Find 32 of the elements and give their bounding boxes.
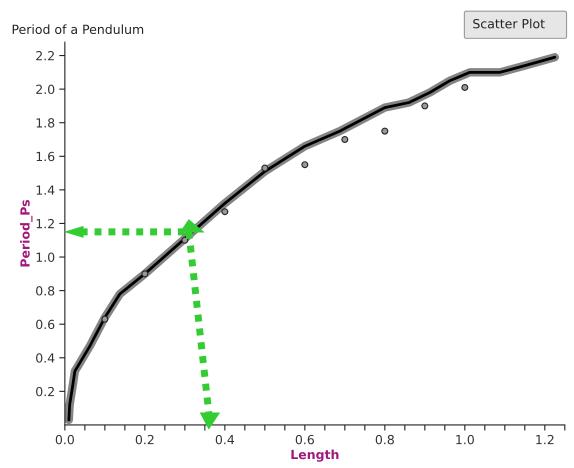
point — [421, 102, 428, 110]
text: Scatter Plot — [473, 18, 545, 28]
y-tick-label: 0.6 — [36, 320, 54, 330]
point — [141, 270, 148, 278]
y-tick-label: 2.2 — [36, 51, 54, 60]
x-tick-label: 0.6 — [296, 434, 314, 444]
x-axis-title: Length — [291, 450, 338, 462]
x-tick-label: 0.4 — [216, 434, 234, 444]
x-tick-label: 1.2 — [536, 434, 554, 444]
y-tick-label: 1.2 — [36, 218, 54, 228]
point — [381, 128, 388, 135]
y-tick-label: 2.0 — [36, 84, 54, 94]
y-tick-label: 1.0 — [36, 252, 54, 262]
point — [301, 161, 308, 168]
y-tick-label: 1.6 — [36, 152, 54, 162]
point — [341, 136, 348, 144]
point — [261, 164, 268, 172]
chart-title: Period of a Pendulum — [12, 24, 144, 34]
x-tick-label: 0.0 — [56, 434, 74, 444]
x-tick-label: 1.0 — [456, 434, 474, 444]
y-tick-label: 0.8 — [36, 286, 54, 296]
y-tick-label: 1.4 — [36, 186, 54, 195]
point — [461, 84, 468, 91]
point — [221, 208, 228, 216]
y-axis-title: Period_Ps — [20, 200, 32, 267]
y-tick-label: 0.2 — [36, 386, 54, 396]
y-tick-label: 0.4 — [36, 353, 54, 363]
x-tick-label: 0.8 — [376, 434, 394, 444]
y-tick-label: 1.8 — [36, 118, 54, 128]
point — [101, 316, 108, 323]
point — [181, 236, 188, 244]
x-tick-label: 0.2 — [136, 434, 154, 444]
